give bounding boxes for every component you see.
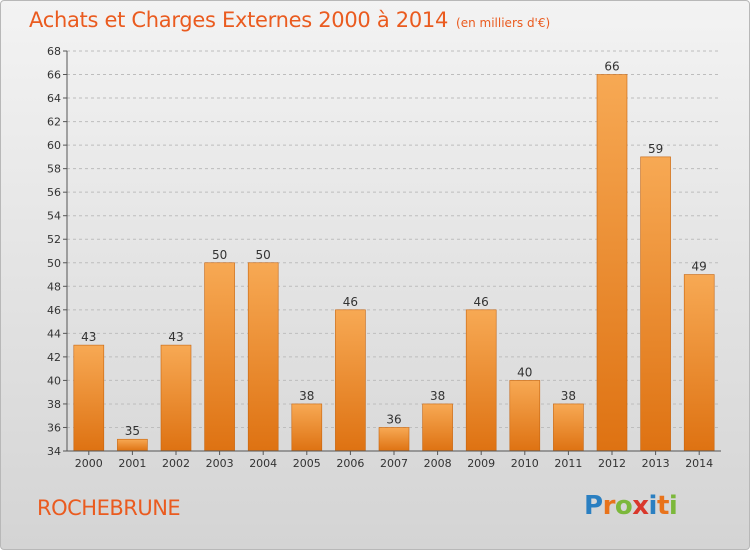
y-tick-label: 50 (47, 257, 61, 270)
x-tick-label: 2010 (511, 457, 539, 470)
bar (247, 262, 279, 452)
x-tick-label: 2012 (598, 457, 626, 470)
bar (553, 403, 584, 452)
logo-letter: r (602, 491, 616, 521)
location-label: ROCHEBRUNE (37, 496, 181, 520)
bar (509, 380, 541, 452)
bar-value-label: 38 (430, 389, 445, 403)
bar-value-label: 50 (256, 248, 271, 262)
logo-letter: x (632, 491, 649, 521)
chart-title: Achats et Charges Externes 2000 à 2014 (e… (29, 8, 550, 32)
y-tick-label: 46 (47, 304, 61, 317)
bar-value-label: 66 (604, 60, 619, 74)
bar-value-label: 43 (81, 330, 96, 344)
logo-letter: i (648, 491, 658, 521)
bar-value-label: 36 (386, 412, 401, 426)
bar (640, 156, 671, 452)
bar-value-label: 38 (561, 389, 576, 403)
chart-subtitle: (en milliers d'€) (456, 16, 551, 30)
x-tick-label: 2014 (685, 457, 713, 470)
bar-value-label: 46 (343, 295, 358, 309)
bar (422, 403, 453, 452)
logo-letter: o (614, 491, 633, 521)
x-tick-label: 2011 (554, 457, 582, 470)
bar-value-label: 46 (474, 295, 489, 309)
x-tick-label: 2013 (642, 457, 670, 470)
bar (335, 309, 366, 452)
x-tick-label: 2000 (75, 457, 103, 470)
x-tick-label: 2004 (249, 457, 277, 470)
y-tick-label: 38 (47, 398, 61, 411)
logo-letter: i (668, 491, 678, 521)
x-tick-label: 2005 (293, 457, 321, 470)
logo-letter: P (584, 491, 603, 521)
bar (73, 344, 105, 452)
y-tick-label: 44 (47, 327, 61, 340)
y-tick-label: 42 (47, 351, 61, 364)
y-tick-label: 52 (47, 233, 61, 246)
x-tick-label: 2007 (380, 457, 408, 470)
bar (378, 427, 410, 452)
y-tick-label: 34 (47, 445, 61, 458)
bar (291, 403, 323, 452)
bar-value-label: 59 (648, 142, 663, 156)
y-tick-label: 68 (47, 45, 61, 58)
bar-value-label: 35 (125, 424, 140, 438)
y-tick-label: 40 (47, 374, 61, 387)
x-tick-label: 2001 (118, 457, 146, 470)
y-tick-label: 66 (47, 69, 61, 82)
proxiti-logo: Proxiti (584, 491, 678, 521)
bar (596, 74, 628, 452)
bar-value-label: 43 (168, 330, 183, 344)
y-tick-label: 56 (47, 186, 61, 199)
bar (204, 262, 235, 452)
y-tick-label: 62 (47, 116, 61, 129)
x-tick-label: 2006 (336, 457, 364, 470)
y-tick-label: 36 (47, 421, 61, 434)
y-tick-label: 60 (47, 139, 61, 152)
y-tick-label: 48 (47, 280, 61, 293)
y-tick-label: 54 (47, 210, 61, 223)
bar (683, 274, 715, 452)
chart-title-text: Achats et Charges Externes 2000 à 2014 (29, 8, 449, 32)
bar-value-label: 40 (517, 365, 532, 379)
x-tick-label: 2003 (206, 457, 234, 470)
y-tick-label: 58 (47, 163, 61, 176)
x-tick-label: 2002 (162, 457, 190, 470)
bar (160, 344, 192, 452)
x-tick-label: 2009 (467, 457, 495, 470)
bar (117, 438, 148, 452)
x-tick-label: 2008 (424, 457, 452, 470)
bar-value-label: 38 (299, 389, 314, 403)
bar-value-label: 50 (212, 248, 227, 262)
bar-value-label: 49 (692, 260, 707, 274)
y-tick-label: 64 (47, 92, 61, 105)
logo-letter: t (656, 491, 669, 521)
bar (465, 309, 497, 452)
